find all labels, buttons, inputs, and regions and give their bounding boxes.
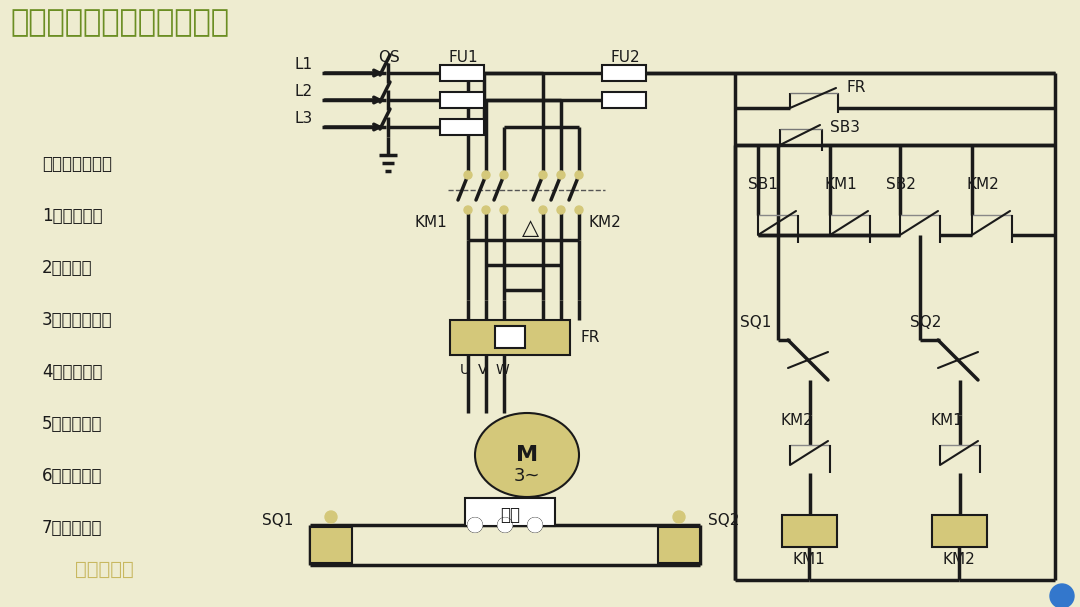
Text: KM1: KM1: [415, 215, 448, 230]
Bar: [450, 320, 570, 355]
Circle shape: [539, 171, 546, 179]
Text: KM2: KM2: [943, 552, 975, 567]
Text: SQ1: SQ1: [740, 315, 771, 330]
Text: M: M: [516, 445, 538, 465]
Circle shape: [468, 518, 482, 532]
Bar: [782, 515, 837, 547]
Text: L2: L2: [295, 84, 313, 99]
Circle shape: [557, 206, 565, 214]
Circle shape: [575, 206, 583, 214]
Text: FR: FR: [580, 330, 599, 345]
Ellipse shape: [475, 413, 579, 497]
Circle shape: [464, 171, 472, 179]
Circle shape: [1050, 584, 1074, 607]
Circle shape: [539, 206, 546, 214]
Text: KM2: KM2: [780, 413, 813, 428]
Text: QS: QS: [378, 50, 400, 65]
Text: KM1: KM1: [825, 177, 858, 192]
Text: FU1: FU1: [448, 50, 477, 65]
Text: SQ2: SQ2: [910, 315, 942, 330]
Text: 5、按钮开关: 5、按钮开关: [42, 415, 103, 433]
Circle shape: [468, 518, 482, 532]
Text: 3、交流接触器: 3、交流接触器: [42, 311, 112, 329]
Circle shape: [557, 171, 565, 179]
Text: KM1: KM1: [793, 552, 825, 567]
Text: 3~: 3~: [514, 467, 540, 485]
Text: SB2: SB2: [886, 177, 916, 192]
Text: U: U: [460, 363, 470, 377]
Text: SB1: SB1: [748, 177, 778, 192]
Text: KM1: KM1: [930, 413, 962, 428]
Bar: [932, 515, 987, 547]
Bar: [465, 498, 555, 526]
Text: SB3: SB3: [831, 120, 860, 135]
Text: 7、行程开关: 7、行程开关: [42, 519, 103, 537]
Text: 6、三相电机: 6、三相电机: [42, 467, 103, 485]
Bar: [602, 65, 646, 81]
Text: L1: L1: [295, 57, 313, 72]
Circle shape: [528, 518, 542, 532]
Text: FR: FR: [846, 80, 865, 95]
Text: 2、熔断器: 2、熔断器: [42, 259, 93, 277]
Circle shape: [482, 171, 490, 179]
Text: 1、隔离开关: 1、隔离开关: [42, 207, 103, 225]
Circle shape: [500, 206, 508, 214]
Text: KM2: KM2: [588, 215, 621, 230]
Bar: [658, 527, 700, 563]
Text: W: W: [496, 363, 510, 377]
Circle shape: [498, 518, 512, 532]
Text: FU2: FU2: [610, 50, 639, 65]
Text: 三相电机位置控制（保护）: 三相电机位置控制（保护）: [10, 8, 229, 37]
Text: 行车: 行车: [500, 506, 519, 524]
Text: L3: L3: [295, 111, 313, 126]
Text: 4、热继电器: 4、热继电器: [42, 363, 103, 381]
Text: V: V: [478, 363, 487, 377]
Text: SQ1: SQ1: [262, 513, 294, 528]
Circle shape: [500, 171, 508, 179]
Bar: [310, 527, 352, 563]
Circle shape: [498, 518, 512, 532]
Circle shape: [464, 206, 472, 214]
Bar: [440, 119, 484, 135]
Bar: [495, 326, 525, 348]
Circle shape: [575, 171, 583, 179]
Text: 电气小行家: 电气小行家: [75, 560, 134, 579]
Circle shape: [528, 518, 542, 532]
Text: △: △: [522, 218, 539, 238]
Bar: [440, 65, 484, 81]
Circle shape: [325, 511, 337, 523]
Bar: [440, 92, 484, 108]
Bar: [602, 92, 646, 108]
Circle shape: [482, 206, 490, 214]
Circle shape: [673, 511, 685, 523]
Text: SQ2: SQ2: [708, 513, 740, 528]
Text: KM2: KM2: [967, 177, 1000, 192]
Text: 电路组成分析：: 电路组成分析：: [42, 155, 112, 173]
